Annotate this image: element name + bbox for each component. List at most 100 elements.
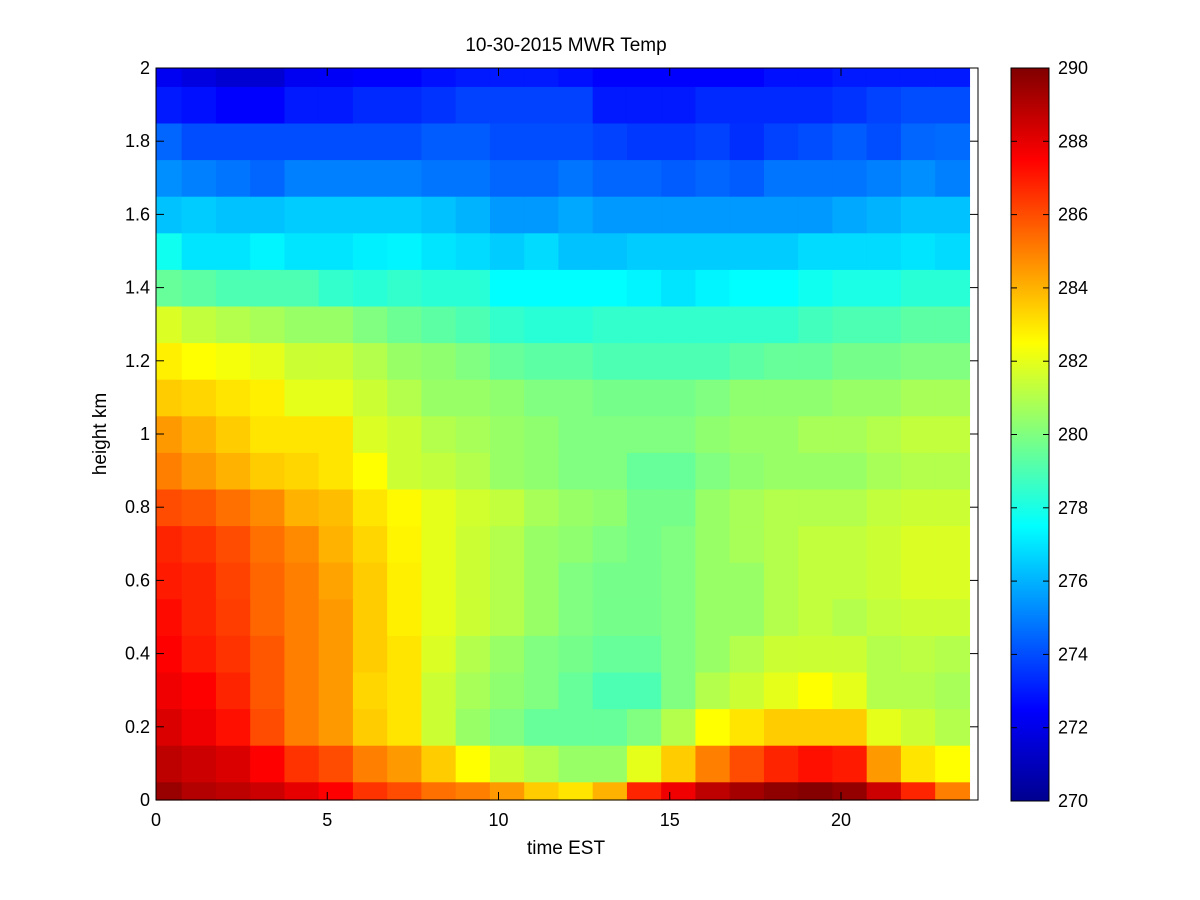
heatmap-cell — [866, 671, 902, 710]
heatmap-cell — [900, 196, 936, 234]
heatmap-cell — [900, 415, 936, 453]
heatmap-cell — [387, 342, 423, 380]
heatmap-cell — [181, 671, 217, 710]
heatmap-cell — [661, 488, 697, 527]
heatmap-cell — [798, 598, 834, 636]
heatmap-cell — [661, 305, 697, 344]
heatmap-cell — [284, 122, 320, 161]
heatmap-cell — [352, 68, 388, 87]
heatmap-cell — [626, 232, 662, 270]
heatmap-cell — [695, 562, 731, 600]
heatmap-cell — [832, 196, 868, 234]
heatmap-cell — [626, 159, 662, 197]
heatmap-cell — [626, 488, 662, 527]
y-tick-label: 0.8 — [125, 497, 150, 517]
heatmap-cell — [318, 671, 354, 710]
heatmap-cell — [592, 488, 628, 527]
heatmap-cell — [421, 86, 457, 124]
heatmap-cell — [935, 196, 971, 234]
heatmap-cell — [489, 452, 525, 490]
heatmap-cell — [421, 122, 457, 161]
heatmap-cell — [935, 488, 971, 527]
heatmap-cell — [558, 196, 594, 234]
heatmap-cell — [524, 635, 560, 673]
heatmap-cell — [318, 452, 354, 490]
heatmap-cell — [558, 488, 594, 527]
heatmap-cell — [832, 305, 868, 344]
heatmap-cell — [763, 745, 799, 783]
heatmap-cell — [626, 671, 662, 710]
heatmap-cell — [421, 598, 457, 636]
heatmap-cell — [558, 305, 594, 344]
heatmap-cell — [489, 342, 525, 380]
heatmap-cell — [318, 488, 354, 527]
heatmap-cell — [250, 488, 286, 527]
heatmap-cell — [250, 562, 286, 600]
heatmap-cell — [935, 415, 971, 453]
y-axis-label: height km — [90, 393, 111, 475]
heatmap-cell — [900, 68, 936, 87]
heatmap-cell — [455, 525, 491, 563]
heatmap-cell — [455, 671, 491, 710]
heatmap-cell — [352, 745, 388, 783]
heatmap-cell — [798, 196, 834, 234]
heatmap-cell — [558, 342, 594, 380]
heatmap-cell — [798, 305, 834, 344]
heatmap-cell — [387, 159, 423, 197]
heatmap-cell — [524, 598, 560, 636]
heatmap-cell — [763, 415, 799, 453]
heatmap-cell — [421, 671, 457, 710]
heatmap-cell — [387, 635, 423, 673]
heatmap-cell — [284, 415, 320, 453]
heatmap-cell — [352, 269, 388, 307]
heatmap-cell — [558, 671, 594, 710]
heatmap-cell — [798, 86, 834, 124]
heatmap-cell — [455, 305, 491, 344]
heatmap-cell — [284, 452, 320, 490]
x-tick-label: 5 — [322, 810, 332, 830]
heatmap-cell — [558, 525, 594, 563]
heatmap-cell — [661, 635, 697, 673]
heatmap-cell — [524, 68, 560, 87]
heatmap-cell — [558, 415, 594, 453]
heatmap-cell — [156, 232, 183, 270]
heatmap-cell — [318, 635, 354, 673]
x-tick-label: 15 — [660, 810, 680, 830]
heatmap-cell — [352, 379, 388, 417]
heatmap-cell — [935, 525, 971, 563]
heatmap-cell — [832, 598, 868, 636]
heatmap-cell — [935, 708, 971, 746]
heatmap-cell — [661, 415, 697, 453]
heatmap-cell — [352, 196, 388, 234]
heatmap-cell — [626, 122, 662, 161]
heatmap-cell — [661, 68, 697, 87]
heatmap-cell — [181, 196, 217, 234]
heatmap-cell — [156, 305, 183, 344]
heatmap-cell — [900, 159, 936, 197]
heatmap-cell — [181, 232, 217, 270]
heatmap-cell — [421, 488, 457, 527]
heatmap-cell — [181, 598, 217, 636]
heatmap-cell — [352, 452, 388, 490]
heatmap-cell — [352, 305, 388, 344]
heatmap-cell — [798, 525, 834, 563]
heatmap-cell — [900, 562, 936, 600]
heatmap-cell — [318, 269, 354, 307]
heatmap-cell — [798, 671, 834, 710]
heatmap-cell — [832, 269, 868, 307]
heatmap-cell — [729, 68, 765, 87]
heatmap-cell — [489, 708, 525, 746]
heatmap-cell — [900, 452, 936, 490]
heatmap-cell — [626, 196, 662, 234]
heatmap-cell — [455, 635, 491, 673]
heatmap-cell — [318, 86, 354, 124]
y-tick-label: 1.8 — [125, 131, 150, 151]
heatmap-cell — [387, 598, 423, 636]
heatmap-cell — [524, 415, 560, 453]
heatmap-cell — [626, 452, 662, 490]
heatmap-cell — [421, 781, 457, 801]
heatmap-cell — [900, 305, 936, 344]
heatmap-cell — [626, 68, 662, 87]
heatmap-cell — [455, 415, 491, 453]
